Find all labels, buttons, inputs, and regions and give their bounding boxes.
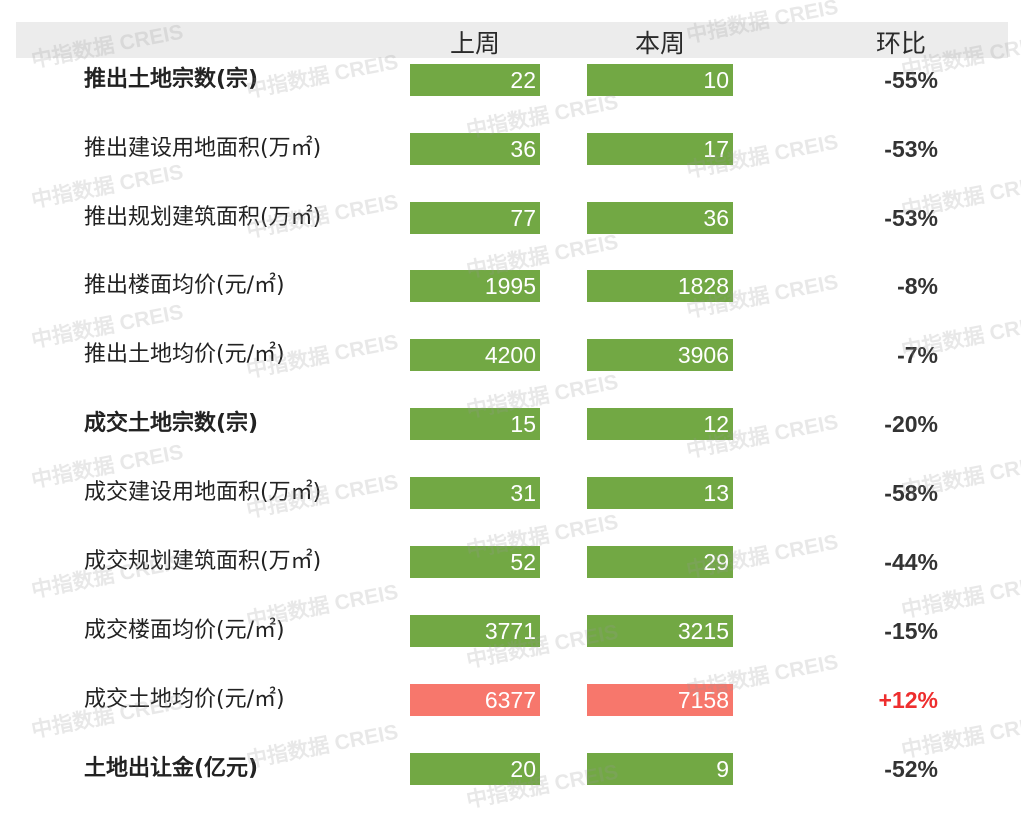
this-week-value-bar: 29	[587, 546, 733, 578]
table-row: 推出土地均价(元/㎡) 4200 3906 -7%	[0, 335, 1021, 375]
this-week-value-bar: 3906	[587, 339, 733, 371]
this-week-value-bar: 13	[587, 477, 733, 509]
row-label: 土地出让金(亿元)	[84, 756, 259, 781]
header-band	[16, 22, 1008, 58]
row-label: 成交建设用地面积(万㎡)	[84, 480, 322, 505]
table-row: 成交规划建筑面积(万㎡) 52 29 -44%	[0, 542, 1021, 582]
table-row: 推出建设用地面积(万㎡) 36 17 -53%	[0, 129, 1021, 169]
header-last-week: 上周	[449, 29, 500, 58]
row-label: 推出建设用地面积(万㎡)	[84, 136, 322, 161]
table-row: 成交建设用地面积(万㎡) 31 13 -58%	[0, 473, 1021, 513]
row-label: 成交规划建筑面积(万㎡)	[84, 549, 322, 574]
last-week-value-bar: 20	[410, 753, 540, 785]
this-week-value-bar: 10	[587, 64, 733, 96]
table-row: 推出土地宗数(宗) 22 10 -55%	[0, 60, 1021, 100]
this-week-value-bar: 3215	[587, 615, 733, 647]
change-value: -7%	[897, 342, 938, 368]
last-week-value-bar: 15	[410, 408, 540, 440]
change-value: -53%	[884, 205, 938, 231]
table-row: 推出楼面均价(元/㎡) 1995 1828 -8%	[0, 266, 1021, 306]
change-value: +12%	[878, 687, 938, 713]
last-week-value-bar: 31	[410, 477, 540, 509]
table-row: 土地出让金(亿元) 20 9 -52%	[0, 749, 1021, 789]
change-value: -44%	[884, 549, 938, 575]
row-label: 推出土地宗数(宗)	[84, 67, 259, 92]
last-week-value-bar: 4200	[410, 339, 540, 371]
change-value: -53%	[884, 136, 938, 162]
last-week-value-bar: 77	[410, 202, 540, 234]
table-row: 成交土地宗数(宗) 15 12 -20%	[0, 404, 1021, 444]
last-week-value-bar: 52	[410, 546, 540, 578]
row-label: 成交土地均价(元/㎡)	[84, 687, 285, 712]
table-row: 成交楼面均价(元/㎡) 3771 3215 -15%	[0, 611, 1021, 651]
header-change: 环比	[875, 29, 926, 58]
last-week-value-bar: 3771	[410, 615, 540, 647]
row-label: 推出土地均价(元/㎡)	[84, 342, 285, 367]
change-value: -8%	[897, 273, 938, 299]
row-label: 推出楼面均价(元/㎡)	[84, 273, 285, 298]
last-week-value-bar: 1995	[410, 270, 540, 302]
change-value: -58%	[884, 480, 938, 506]
change-value: -52%	[884, 756, 938, 782]
row-label: 成交土地宗数(宗)	[84, 411, 259, 436]
change-value: -15%	[884, 618, 938, 644]
row-label: 推出规划建筑面积(万㎡)	[84, 205, 322, 230]
this-week-value-bar: 7158	[587, 684, 733, 716]
this-week-value-bar: 17	[587, 133, 733, 165]
last-week-value-bar: 22	[410, 64, 540, 96]
this-week-value-bar: 1828	[587, 270, 733, 302]
header-this-week: 本周	[634, 29, 685, 58]
this-week-value-bar: 12	[587, 408, 733, 440]
change-value: -55%	[884, 67, 938, 93]
change-value: -20%	[884, 411, 938, 437]
this-week-value-bar: 9	[587, 753, 733, 785]
last-week-value-bar: 36	[410, 133, 540, 165]
table-row: 推出规划建筑面积(万㎡) 77 36 -53%	[0, 198, 1021, 238]
last-week-value-bar: 6377	[410, 684, 540, 716]
table-row: 成交土地均价(元/㎡) 6377 7158 +12%	[0, 680, 1021, 720]
this-week-value-bar: 36	[587, 202, 733, 234]
row-label: 成交楼面均价(元/㎡)	[84, 618, 285, 643]
